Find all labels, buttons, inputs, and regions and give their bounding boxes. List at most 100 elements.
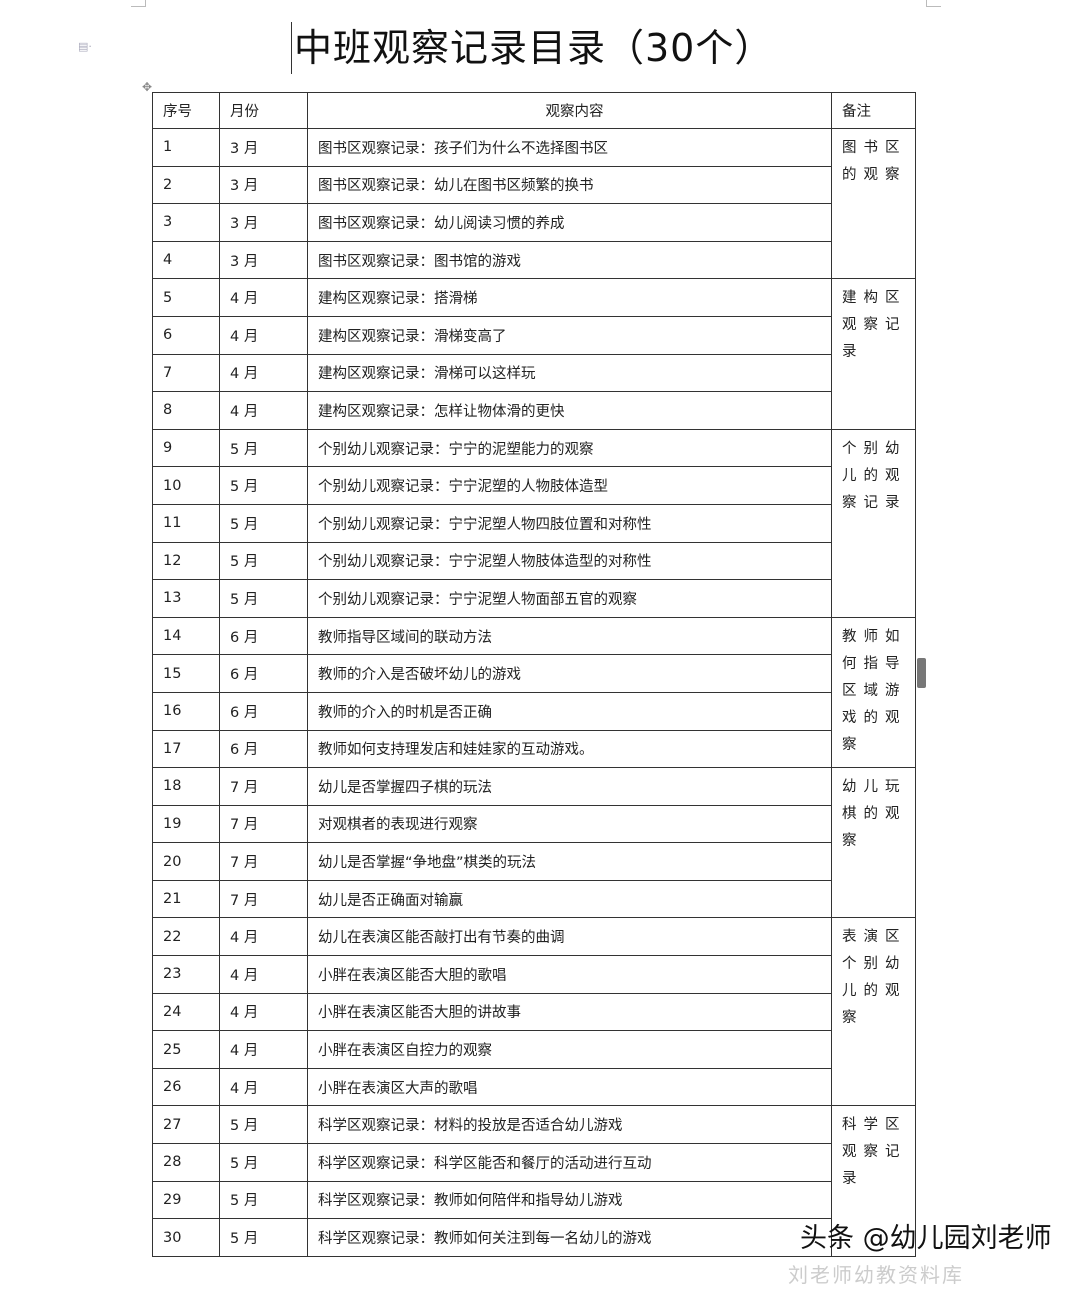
- cell-note: 个别幼儿的观察记录: [831, 428, 916, 618]
- cell-index: 23: [152, 955, 220, 994]
- cell-month: 5 月: [219, 1105, 308, 1145]
- table-row: 22 4 月幼儿在表演区能否敲打出有节奏的曲调 表演区个别幼儿的观察: [152, 917, 916, 1107]
- cell-index: 6: [152, 315, 220, 355]
- cell-index: 29: [152, 1180, 220, 1220]
- cell-content: 小胖在表演区能否大胆的讲故事: [307, 992, 832, 1032]
- cell-note: 科学区观察记录: [831, 1105, 916, 1257]
- table-row: 11 5 月个别幼儿观察记录：宁宁泥塑人物四肢位置和对称性: [152, 503, 916, 543]
- table-row: 15 6 月教师的介入是否破坏幼儿的游戏: [152, 654, 916, 693]
- cell-index: 22: [152, 917, 220, 957]
- cell-index: 25: [152, 1030, 220, 1069]
- cell-month: 7 月: [219, 767, 308, 806]
- cell-month: 5 月: [219, 503, 308, 543]
- cell-index: 26: [152, 1067, 220, 1107]
- document-icon: ▤·: [78, 40, 92, 53]
- cell-note: 建构区观察记录: [831, 278, 916, 430]
- cell-index: 2: [152, 165, 220, 205]
- cell-month: 6 月: [219, 691, 308, 731]
- cell-content: 科学区观察记录：科学区能否和餐厅的活动进行互动: [307, 1143, 832, 1182]
- cell-index: 8: [152, 391, 220, 430]
- cell-month: 7 月: [219, 804, 308, 844]
- cell-index: 30: [152, 1218, 220, 1257]
- cell-content: 图书区观察记录：幼儿在图书区频繁的换书: [307, 165, 832, 205]
- cell-content: 幼儿是否正确面对输赢: [307, 879, 832, 919]
- cell-index: 7: [152, 353, 220, 393]
- cell-month: 4 月: [219, 278, 308, 317]
- cell-content: 建构区观察记录：滑梯变高了: [307, 315, 832, 355]
- cell-month: 5 月: [219, 579, 308, 618]
- table-row: 30 5 月科学区观察记录：教师如何关注到每一名幼儿的游戏: [152, 1218, 916, 1257]
- watermark-faint: 刘老师幼教资料库: [788, 1263, 964, 1287]
- cell-month: 5 月: [219, 1218, 308, 1257]
- cell-index: 12: [152, 541, 220, 581]
- cell-index: 4: [152, 240, 220, 280]
- cell-note: 幼儿玩棋的观察: [831, 767, 916, 919]
- table-row: 26 4 月小胖在表演区大声的歌唱: [152, 1067, 916, 1107]
- cell-month: 4 月: [219, 992, 308, 1032]
- cell-index: 5: [152, 278, 220, 317]
- cell-index: 19: [152, 804, 220, 844]
- cell-index: 21: [152, 879, 220, 919]
- cell-month: 3 月: [219, 165, 308, 205]
- table-row: 10 5 月个别幼儿观察记录：宁宁泥塑的人物肢体造型: [152, 466, 916, 505]
- cell-index: 10: [152, 466, 220, 505]
- cell-note: 表演区个别幼儿的观察: [831, 917, 916, 1107]
- table-row: 29 5 月科学区观察记录：教师如何陪伴和指导幼儿游戏: [152, 1180, 916, 1220]
- cell-month: 6 月: [219, 654, 308, 693]
- cell-content: 科学区观察记录：教师如何关注到每一名幼儿的游戏: [307, 1218, 832, 1257]
- cell-content: 幼儿是否掌握四子棋的玩法: [307, 767, 832, 806]
- cell-month: 5 月: [219, 428, 308, 468]
- cell-index: 9: [152, 428, 220, 468]
- cell-index: 1: [152, 128, 220, 167]
- cell-content: 个别幼儿观察记录：宁宁泥塑人物四肢位置和对称性: [307, 503, 832, 543]
- table-move-handle-icon[interactable]: ✥: [142, 80, 153, 94]
- cell-note: 教师如何指导区域游戏的观察: [831, 616, 916, 769]
- cell-content: 个别幼儿观察记录：宁宁泥塑人物面部五官的观察: [307, 579, 832, 618]
- cell-content: 个别幼儿观察记录：宁宁泥塑的人物肢体造型: [307, 466, 832, 505]
- cell-note: 图书区的观察: [831, 127, 916, 280]
- cell-content: 图书区观察记录：幼儿阅读习惯的养成: [307, 203, 832, 242]
- table-row: 16 6 月教师的介入的时机是否正确: [152, 691, 916, 731]
- table-row: 21 7 月幼儿是否正确面对输赢: [152, 879, 916, 919]
- cell-content: 教师的介入的时机是否正确: [307, 691, 832, 731]
- cell-content: 图书区观察记录：孩子们为什么不选择图书区: [307, 128, 832, 167]
- cell-month: 4 月: [219, 353, 308, 393]
- table-row: 18 7 月幼儿是否掌握四子棋的玩法 幼儿玩棋的观察: [152, 767, 916, 919]
- table-row: 27 5 月科学区观察记录：材料的投放是否适合幼儿游戏 科学区观察记录: [152, 1105, 916, 1257]
- cell-content: 科学区观察记录：教师如何陪伴和指导幼儿游戏: [307, 1180, 832, 1220]
- side-scroll-tab[interactable]: [917, 658, 926, 688]
- cell-content: 小胖在表演区大声的歌唱: [307, 1067, 832, 1107]
- cell-content: 个别幼儿观察记录：宁宁泥塑人物肢体造型的对称性: [307, 541, 832, 581]
- header-month: 月份: [219, 92, 308, 129]
- cell-content: 建构区观察记录：搭滑梯: [307, 278, 832, 317]
- cell-content: 幼儿是否掌握“争地盘”棋类的玩法: [307, 842, 832, 881]
- cell-content: 建构区观察记录：滑梯可以这样玩: [307, 353, 832, 393]
- cell-index: 18: [152, 767, 220, 806]
- table-row: 23 4 月小胖在表演区能否大胆的歌唱: [152, 955, 916, 994]
- cell-index: 13: [152, 579, 220, 618]
- table-row: 24 4 月小胖在表演区能否大胆的讲故事: [152, 992, 916, 1032]
- cell-month: 5 月: [219, 1180, 308, 1220]
- cell-content: 图书区观察记录：图书馆的游戏: [307, 240, 832, 280]
- header-content: 观察内容: [307, 92, 832, 129]
- cell-content: 建构区观察记录：怎样让物体滑的更快: [307, 391, 832, 430]
- cell-content: 幼儿在表演区能否敲打出有节奏的曲调: [307, 917, 832, 957]
- header-note: 备注: [831, 92, 916, 129]
- cell-index: 14: [152, 616, 220, 656]
- cell-content: 科学区观察记录：材料的投放是否适合幼儿游戏: [307, 1105, 832, 1145]
- cell-month: 7 月: [219, 842, 308, 881]
- cell-month: 5 月: [219, 466, 308, 505]
- cell-month: 5 月: [219, 1143, 308, 1182]
- cell-index: 11: [152, 503, 220, 543]
- cell-month: 5 月: [219, 541, 308, 581]
- cell-month: 4 月: [219, 955, 308, 994]
- table-row: 14 6 月教师指导区域间的联动方法 教师如何指导区域游戏的观察: [152, 616, 916, 769]
